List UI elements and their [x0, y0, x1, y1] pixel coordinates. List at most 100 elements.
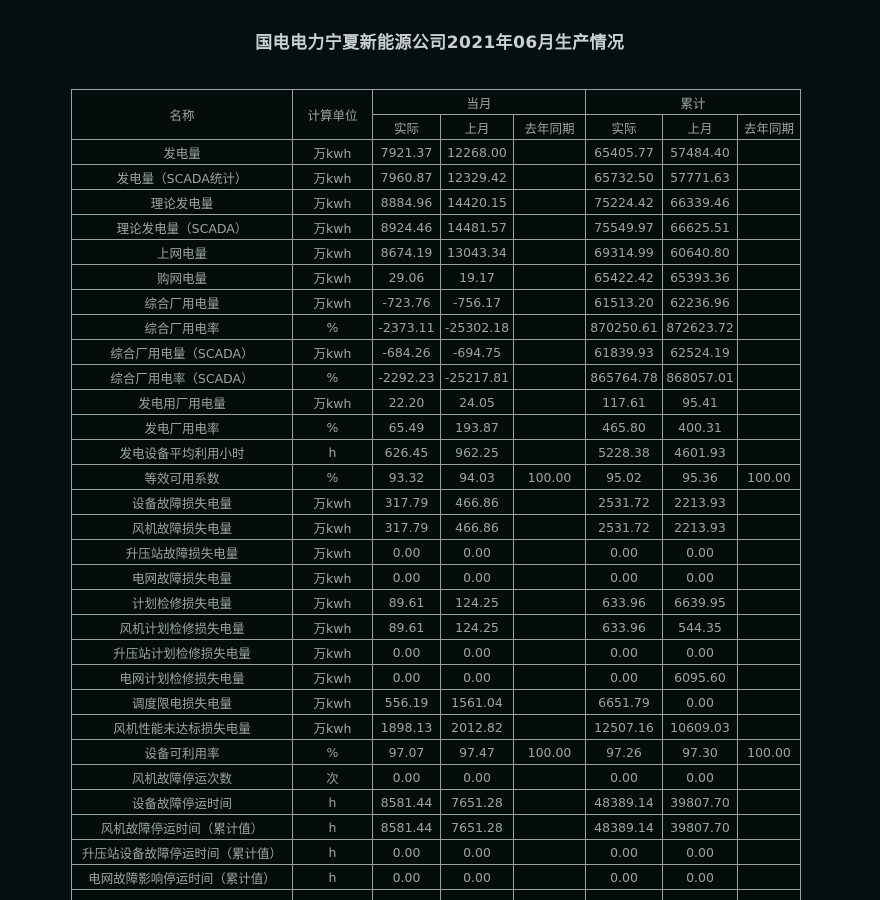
cell-cum-actual: 0.00 — [586, 865, 663, 890]
cell-month-last: 12329.42 — [441, 165, 514, 190]
cell-cum-lastyear — [738, 290, 801, 315]
column-header-cum-actual: 实际 — [586, 115, 663, 140]
row-label: 设备故障停运时间 — [72, 790, 293, 815]
cell-partial — [738, 890, 801, 900]
cell-cum-actual: 48389.14 — [586, 790, 663, 815]
cell-month-last: 94.03 — [441, 465, 514, 490]
table-row-partial — [72, 890, 801, 900]
cell-month-last: 14481.57 — [441, 215, 514, 240]
cell-month-actual: 0.00 — [373, 540, 441, 565]
cell-month-last: 0.00 — [441, 765, 514, 790]
cell-cum-actual: 0.00 — [586, 640, 663, 665]
cell-cum-last: 0.00 — [663, 765, 738, 790]
cell-cum-actual: 865764.78 — [586, 365, 663, 390]
cell-month-lastyear — [514, 190, 586, 215]
cell-cum-lastyear — [738, 415, 801, 440]
cell-partial — [586, 890, 663, 900]
cell-month-lastyear — [514, 415, 586, 440]
row-unit: 次 — [293, 765, 373, 790]
cell-cum-lastyear — [738, 215, 801, 240]
row-unit: h — [293, 815, 373, 840]
cell-cum-lastyear — [738, 590, 801, 615]
row-label: 计划检修损失电量 — [72, 590, 293, 615]
cell-cum-last: 0.00 — [663, 565, 738, 590]
row-unit: % — [293, 465, 373, 490]
cell-month-lastyear — [514, 790, 586, 815]
cell-month-last: 124.25 — [441, 615, 514, 640]
cell-month-actual: 8674.19 — [373, 240, 441, 265]
cell-month-last: 7651.28 — [441, 815, 514, 840]
cell-cum-lastyear — [738, 190, 801, 215]
cell-month-lastyear — [514, 340, 586, 365]
cell-month-last: 19.17 — [441, 265, 514, 290]
cell-month-last: 124.25 — [441, 590, 514, 615]
cell-month-actual: -723.76 — [373, 290, 441, 315]
cell-cum-last: 872623.72 — [663, 315, 738, 340]
cell-cum-last: 97.30 — [663, 740, 738, 765]
cell-cum-lastyear: 100.00 — [738, 740, 801, 765]
row-unit: 万kwh — [293, 565, 373, 590]
column-group-current-month: 当月 — [373, 90, 586, 115]
row-label: 电网故障损失电量 — [72, 565, 293, 590]
production-table-container: 名称 计算单位 当月 累计 实际 上月 去年同期 实际 上月 去年同期 发电量万… — [71, 89, 800, 900]
cell-partial — [72, 890, 293, 900]
row-unit: 万kwh — [293, 140, 373, 165]
cell-cum-last: 65393.36 — [663, 265, 738, 290]
cell-month-last: 466.86 — [441, 490, 514, 515]
cell-month-actual: 1898.13 — [373, 715, 441, 740]
cell-month-lastyear — [514, 515, 586, 540]
cell-cum-actual: 465.80 — [586, 415, 663, 440]
cell-cum-last: 10609.03 — [663, 715, 738, 740]
cell-cum-lastyear — [738, 315, 801, 340]
row-label: 电网故障影响停运时间（累计值） — [72, 865, 293, 890]
cell-month-last: 97.47 — [441, 740, 514, 765]
cell-cum-last: 544.35 — [663, 615, 738, 640]
row-unit: % — [293, 740, 373, 765]
row-unit: % — [293, 415, 373, 440]
cell-cum-last: 0.00 — [663, 540, 738, 565]
report-page: 国电电力宁夏新能源公司2021年06月生产情况 名称 计算单位 当月 累计 实际… — [0, 0, 880, 865]
cell-month-lastyear — [514, 140, 586, 165]
column-header-month-lastyear: 去年同期 — [514, 115, 586, 140]
cell-month-lastyear: 100.00 — [514, 465, 586, 490]
cell-month-lastyear — [514, 590, 586, 615]
cell-month-last: -25302.18 — [441, 315, 514, 340]
cell-cum-last: 39807.70 — [663, 790, 738, 815]
cell-cum-actual: 75224.42 — [586, 190, 663, 215]
cell-cum-lastyear — [738, 390, 801, 415]
row-label: 风机故障停运次数 — [72, 765, 293, 790]
cell-cum-lastyear — [738, 765, 801, 790]
cell-cum-last: 57484.40 — [663, 140, 738, 165]
cell-month-lastyear — [514, 640, 586, 665]
cell-cum-last: 2213.93 — [663, 490, 738, 515]
row-unit: 万kwh — [293, 165, 373, 190]
cell-cum-last: 62524.19 — [663, 340, 738, 365]
cell-month-last: -694.75 — [441, 340, 514, 365]
row-unit: h — [293, 790, 373, 815]
cell-month-last: 962.25 — [441, 440, 514, 465]
cell-cum-actual: 870250.61 — [586, 315, 663, 340]
cell-month-actual: 0.00 — [373, 665, 441, 690]
cell-cum-last: 95.41 — [663, 390, 738, 415]
cell-month-lastyear — [514, 315, 586, 340]
cell-cum-actual: 633.96 — [586, 590, 663, 615]
row-unit: 万kwh — [293, 290, 373, 315]
cell-month-actual: 317.79 — [373, 515, 441, 540]
row-label: 上网电量 — [72, 240, 293, 265]
cell-month-lastyear — [514, 540, 586, 565]
cell-month-actual: -2373.11 — [373, 315, 441, 340]
